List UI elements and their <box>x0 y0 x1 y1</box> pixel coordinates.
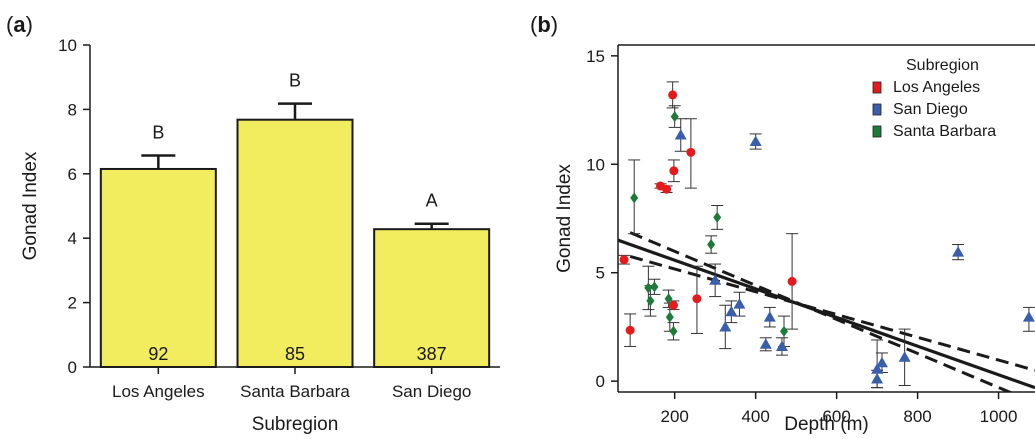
point-san-diego <box>733 298 746 309</box>
point-los-angeles <box>625 325 635 335</box>
bar-chart-panel: B B A 92 85 387 Los Angeles Santa Barbara San … <box>20 36 500 435</box>
point-san-diego <box>871 363 884 374</box>
point-san-diego <box>875 356 888 368</box>
point-santa-barbara <box>644 282 653 294</box>
y-tick-label: 0 <box>596 372 605 391</box>
point-santa-barbara <box>669 325 678 337</box>
significance-label: A <box>426 191 438 211</box>
point-san-diego <box>719 320 732 332</box>
significance-label: B <box>289 71 301 91</box>
scatter-chart-x-axis-title: Depth (m) <box>784 414 868 435</box>
point-san-diego <box>763 311 776 322</box>
point-los-angeles <box>787 276 797 286</box>
legend-swatch-san-diego <box>872 103 882 116</box>
sample-size-label: 387 <box>417 344 447 364</box>
y-tick-label: 10 <box>586 155 605 174</box>
y-tick-label: 10 <box>58 36 77 55</box>
legend-entry-los-angeles: Los Angeles <box>893 79 980 96</box>
point-santa-barbara <box>670 111 679 123</box>
bar-chart-y-axis-title: Gonad Index <box>20 151 41 260</box>
scatter-point-group <box>619 90 1035 384</box>
point-santa-barbara <box>650 281 659 293</box>
error-bar-group <box>141 102 449 230</box>
point-los-angeles <box>686 147 696 157</box>
legend: Subregion Los Angeles San Diego Santa Barb… <box>872 57 996 140</box>
x-tick-label: 400 <box>741 407 769 426</box>
significance-label-group: B B A <box>152 71 437 211</box>
legend-title: Subregion <box>906 57 979 74</box>
significance-label: B <box>152 122 164 142</box>
scatter-chart-ticks: 200 400 600 800 1000 0 5 10 15 <box>586 47 1017 426</box>
point-san-diego <box>1022 311 1035 322</box>
point-los-angeles <box>668 300 678 310</box>
x-tick-label: 200 <box>660 407 688 426</box>
panel-b-label: (b) <box>530 12 558 37</box>
x-tick-label: 1000 <box>980 407 1018 426</box>
point-santa-barbara <box>665 311 674 323</box>
legend-swatch-santa-barbara <box>872 125 882 138</box>
point-santa-barbara <box>630 192 639 204</box>
y-tick-label: 0 <box>68 358 77 377</box>
y-tick-label: 6 <box>68 165 77 184</box>
point-san-diego <box>759 338 772 349</box>
point-san-diego <box>725 305 738 317</box>
x-tick-label: 800 <box>903 407 931 426</box>
scatter-chart-axes <box>617 44 1035 393</box>
point-santa-barbara <box>646 295 655 307</box>
legend-entry-santa-barbara: Santa Barbara <box>893 123 996 140</box>
point-santa-barbara <box>664 293 673 305</box>
point-los-angeles <box>692 294 702 304</box>
point-los-angeles <box>662 184 672 194</box>
regression-line-group <box>618 231 1035 392</box>
point-santa-barbara <box>707 239 716 251</box>
panel-a-label: (a) <box>6 12 33 37</box>
point-los-angeles <box>668 90 678 100</box>
y-tick-label: 15 <box>586 47 605 66</box>
point-san-diego <box>775 340 788 351</box>
point-san-diego <box>674 129 687 140</box>
x-tick-label: Los Angeles <box>112 382 205 401</box>
confidence-band-line <box>629 255 1035 372</box>
point-san-diego <box>898 351 911 362</box>
x-tick-label: Santa Barbara <box>240 382 350 401</box>
point-santa-barbara <box>713 211 722 223</box>
point-los-angeles <box>669 166 679 176</box>
sample-size-label: 92 <box>148 344 168 364</box>
y-tick-label: 8 <box>68 100 77 119</box>
y-tick-label: 5 <box>596 264 605 283</box>
legend-swatch-los-angeles <box>872 81 882 94</box>
bar-santa-barbara <box>236 118 354 369</box>
bar-los-angeles <box>99 167 217 368</box>
point-san-diego <box>749 135 762 147</box>
sample-size-label: 85 <box>285 344 305 364</box>
confidence-band-line <box>629 231 1014 392</box>
sample-size-label-group: 92 85 387 <box>148 344 446 364</box>
bar-chart-x-axis-title: Subregion <box>252 414 339 435</box>
point-san-diego <box>709 274 722 285</box>
scatter-chart-panel: 200 400 600 800 1000 0 5 10 15 Subregion Los Ang… <box>554 44 1035 435</box>
point-los-angeles <box>619 255 629 265</box>
scatter-chart-y-axis-title: Gonad Index <box>554 164 575 273</box>
legend-entry-san-diego: San Diego <box>893 101 968 118</box>
y-tick-label: 4 <box>68 229 77 248</box>
point-san-diego <box>952 246 965 257</box>
x-tick-label: 600 <box>822 407 850 426</box>
point-santa-barbara <box>779 325 788 337</box>
y-tick-label: 2 <box>68 294 77 313</box>
bar-chart-ticks: Los Angeles Santa Barbara San Diego 0 2 4 6 8 10 <box>58 36 471 401</box>
point-san-diego <box>871 372 884 384</box>
x-tick-label: San Diego <box>392 382 471 401</box>
